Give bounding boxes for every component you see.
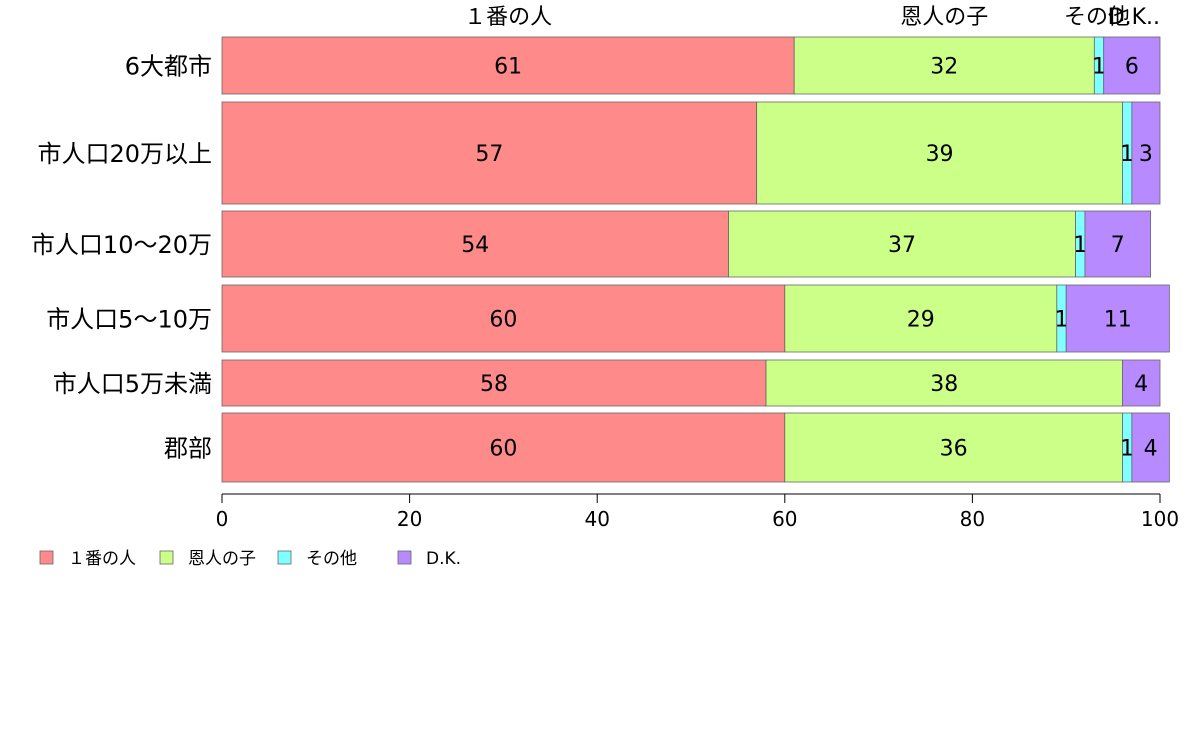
legend: １番の人 恩人の子 その他 D.K. xyxy=(39,549,461,569)
legend-label: 恩人の子 xyxy=(188,549,256,569)
y-tick-label: 6大都市 xyxy=(125,53,212,81)
y-tick-label: 市人口5〜10万 xyxy=(46,306,212,334)
bar-segment xyxy=(221,359,767,407)
bar-value-label: 37 xyxy=(888,233,916,258)
bar-value-label: 1 xyxy=(1073,233,1087,258)
bar-value-label: 1 xyxy=(1120,437,1134,462)
bar-segment xyxy=(728,210,1076,278)
bar-value-label: 29 xyxy=(907,308,935,333)
x-tick-label: 100 xyxy=(1141,507,1179,531)
bar-value-label: 7 xyxy=(1111,233,1125,258)
legend-label: １番の人 xyxy=(68,549,136,569)
legend-label: D.K. xyxy=(426,549,461,569)
bar-segment xyxy=(793,36,1095,95)
bar-segment xyxy=(1122,359,1161,407)
bar-value-label: 57 xyxy=(475,142,503,167)
y-tick-label: 市人口10〜20万 xyxy=(31,231,212,259)
bar-segment xyxy=(1131,101,1161,205)
bar-value-label: 60 xyxy=(489,437,517,462)
legend-label: その他 xyxy=(306,549,357,569)
bar-segment xyxy=(1084,210,1152,278)
bar-segment xyxy=(784,412,1123,483)
bar-segment xyxy=(765,359,1123,407)
bar-segment xyxy=(1065,284,1170,353)
y-tick-label: 郡部 xyxy=(164,435,212,463)
bar-segment xyxy=(1103,36,1161,95)
bar-segment xyxy=(1131,412,1170,483)
x-tick-label: 60 xyxy=(772,507,797,531)
bar-value-label: 3 xyxy=(1139,142,1153,167)
bar-value-label: 58 xyxy=(480,372,508,397)
bar-value-label: 4 xyxy=(1134,372,1148,397)
x-tick-label: 80 xyxy=(960,507,985,531)
bar-value-label: 54 xyxy=(461,233,489,258)
legend-swatch xyxy=(397,550,412,565)
bar-segment xyxy=(221,210,729,278)
y-tick-label: 市人口20万以上 xyxy=(37,140,212,168)
bar-value-label: 39 xyxy=(926,142,954,167)
x-axis: 0 20 40 60 80 100 xyxy=(216,493,1179,531)
bar-value-label: 38 xyxy=(930,372,958,397)
bar-segment xyxy=(784,284,1058,353)
bar-value-label: 1 xyxy=(1092,55,1106,80)
bar-value-label: 6 xyxy=(1125,55,1139,80)
bar-value-label: 1 xyxy=(1055,308,1069,333)
top-segment-label: １番の人 xyxy=(464,5,552,30)
x-tick-label: 20 xyxy=(397,507,422,531)
legend-swatch xyxy=(277,550,292,565)
bar-value-label: 11 xyxy=(1104,308,1132,333)
legend-swatch xyxy=(159,550,174,565)
legend-swatch xyxy=(39,550,54,565)
bar-value-label: 36 xyxy=(940,437,968,462)
bar-segment xyxy=(221,36,795,95)
bar-value-label: 61 xyxy=(494,55,522,80)
bar-value-label: 1 xyxy=(1120,142,1134,167)
bar-segment xyxy=(221,284,786,353)
bar-segment xyxy=(756,101,1123,205)
y-tick-label: 市人口5万未満 xyxy=(53,370,212,398)
x-tick-label: 40 xyxy=(584,507,609,531)
bar-segment xyxy=(221,412,786,483)
top-segment-label: その他 xyxy=(1064,5,1130,30)
top-segment-label: D.K.. xyxy=(1108,5,1160,30)
bar-value-label: 60 xyxy=(489,308,517,333)
x-tick-label: 0 xyxy=(216,507,229,531)
bar-value-label: 4 xyxy=(1144,437,1158,462)
bar-value-label: 32 xyxy=(930,55,958,80)
top-segment-label: 恩人の子 xyxy=(900,5,988,30)
